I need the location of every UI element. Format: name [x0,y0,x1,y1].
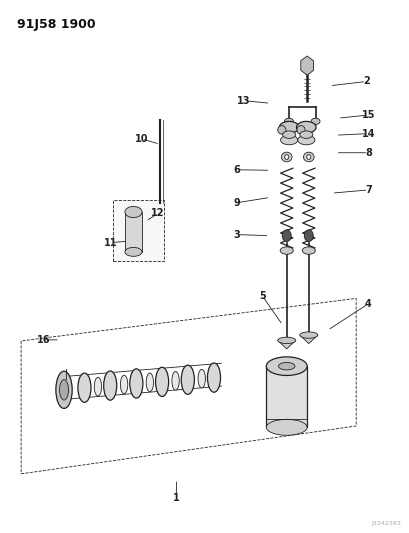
Ellipse shape [279,122,298,133]
Ellipse shape [278,362,294,370]
FancyBboxPatch shape [125,212,142,252]
Ellipse shape [125,247,142,256]
Ellipse shape [281,152,291,162]
FancyBboxPatch shape [265,366,306,427]
Text: 15: 15 [361,110,374,120]
Text: 16: 16 [37,335,50,345]
Text: 2: 2 [362,77,369,86]
Ellipse shape [181,365,194,394]
Text: 1: 1 [173,492,179,503]
Ellipse shape [94,377,101,396]
Text: 9: 9 [233,198,240,208]
Ellipse shape [265,419,306,435]
Ellipse shape [265,357,306,375]
Text: 13: 13 [236,95,250,106]
Ellipse shape [207,363,220,392]
Ellipse shape [59,379,68,400]
Ellipse shape [130,369,143,398]
Polygon shape [299,335,317,344]
Ellipse shape [120,375,128,394]
Ellipse shape [279,247,292,254]
Ellipse shape [78,373,91,402]
Ellipse shape [282,131,295,139]
Text: 8: 8 [364,148,371,158]
Ellipse shape [296,126,304,134]
Text: 12: 12 [151,208,164,219]
Ellipse shape [303,152,313,162]
Ellipse shape [198,369,205,388]
Ellipse shape [284,155,288,159]
Text: 14: 14 [361,128,374,139]
Ellipse shape [303,230,312,241]
Ellipse shape [296,122,315,133]
Ellipse shape [277,126,285,134]
Text: 3: 3 [233,230,240,240]
Ellipse shape [299,332,317,338]
Ellipse shape [306,155,310,159]
Ellipse shape [280,135,297,145]
Text: 11: 11 [104,238,117,247]
Ellipse shape [310,118,319,125]
Ellipse shape [301,247,315,254]
Ellipse shape [103,371,117,400]
Polygon shape [113,200,164,261]
Ellipse shape [297,135,314,145]
Ellipse shape [299,131,312,139]
Polygon shape [277,341,295,349]
Text: 91J58 1900: 91J58 1900 [17,18,95,31]
Text: J3242393: J3242393 [371,521,400,526]
Text: 6: 6 [233,165,240,175]
Ellipse shape [155,367,168,397]
Ellipse shape [284,118,293,125]
Ellipse shape [125,206,142,217]
Text: 7: 7 [364,185,371,195]
Text: 10: 10 [135,134,148,144]
Text: 4: 4 [364,298,371,309]
Ellipse shape [56,371,72,408]
Ellipse shape [277,337,295,344]
Ellipse shape [146,373,153,392]
Ellipse shape [281,230,290,241]
Ellipse shape [171,372,179,390]
Text: 5: 5 [258,290,265,301]
